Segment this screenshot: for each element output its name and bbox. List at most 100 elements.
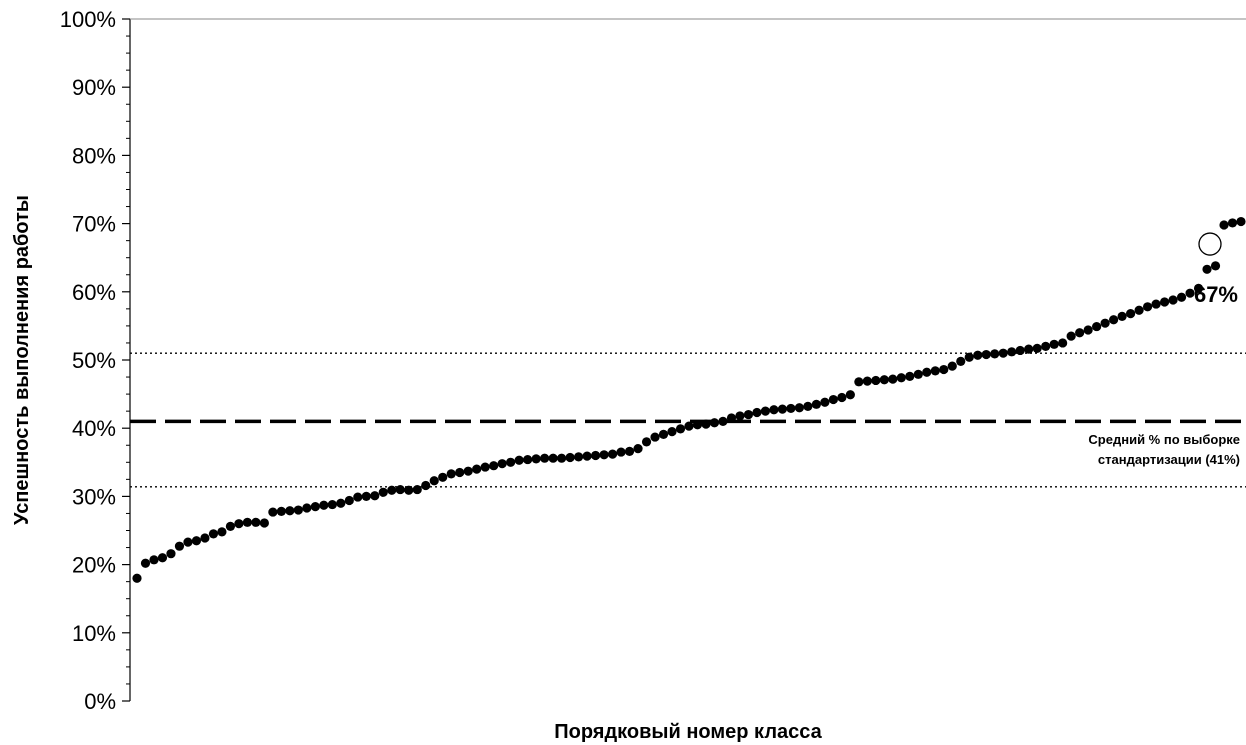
y-tick-label: 90% xyxy=(72,75,116,100)
data-point xyxy=(1185,288,1195,298)
data-point xyxy=(769,405,779,415)
data-point xyxy=(811,399,821,409)
data-point xyxy=(1041,341,1051,351)
data-point xyxy=(480,462,490,472)
data-point xyxy=(404,485,414,495)
data-point xyxy=(1117,311,1127,321)
data-point xyxy=(1049,339,1059,349)
data-point xyxy=(149,555,159,565)
y-tick-label: 80% xyxy=(72,143,116,168)
data-point xyxy=(1007,347,1017,357)
y-axis-title: Успешность выполнения работы xyxy=(11,195,33,525)
mean-label-line2: стандартизации (41%) xyxy=(1098,452,1240,467)
data-point xyxy=(650,432,660,442)
data-point xyxy=(633,444,643,454)
data-point xyxy=(854,377,864,387)
mean-label-line1: Средний % по выборке xyxy=(1088,432,1240,447)
y-tick-label: 100% xyxy=(60,7,116,32)
data-point xyxy=(905,371,915,381)
y-axis-ticks: 0% 10% 20% 30% 40% 50% 60% 70% 80% 90% 100% xyxy=(60,7,130,714)
data-point xyxy=(1058,338,1068,348)
data-point xyxy=(1092,321,1102,332)
data-point xyxy=(913,369,923,379)
data-point xyxy=(1236,216,1246,227)
highlight-circle-marker xyxy=(1198,232,1222,256)
data-point xyxy=(157,553,168,563)
y-tick-label: 10% xyxy=(72,621,116,646)
data-point xyxy=(455,467,465,478)
data-point xyxy=(200,533,210,543)
data-point xyxy=(438,472,448,482)
data-point xyxy=(183,537,193,547)
data-point xyxy=(1083,325,1093,335)
data-point xyxy=(658,429,669,439)
data-point xyxy=(1176,292,1187,302)
data-point xyxy=(217,527,227,537)
data-point xyxy=(1227,218,1238,228)
data-point xyxy=(837,392,847,403)
data-point xyxy=(896,373,906,383)
data-point xyxy=(888,374,898,384)
data-point xyxy=(557,453,567,463)
data-point xyxy=(1032,343,1042,354)
data-point xyxy=(336,498,346,508)
data-point xyxy=(132,573,142,583)
data-point xyxy=(794,403,805,413)
data-point xyxy=(828,394,838,405)
data-point xyxy=(956,356,966,366)
data-point xyxy=(293,505,303,515)
data-point xyxy=(421,480,431,491)
data-point xyxy=(166,549,176,559)
data-point xyxy=(990,349,1000,359)
data-point xyxy=(590,450,601,461)
data-point xyxy=(548,453,558,463)
data-point xyxy=(531,454,541,464)
data-point xyxy=(998,348,1008,358)
data-point xyxy=(718,416,728,426)
data-point xyxy=(743,409,754,420)
data-point xyxy=(268,507,278,517)
data-point xyxy=(667,427,677,437)
data-point xyxy=(242,517,252,527)
data-point xyxy=(370,491,380,501)
data-point xyxy=(922,367,932,377)
data-point xyxy=(786,403,796,414)
data-point xyxy=(302,503,312,513)
data-point xyxy=(1193,283,1204,293)
data-point xyxy=(1024,344,1034,354)
data-point xyxy=(259,518,269,528)
data-point xyxy=(429,476,439,486)
data-point xyxy=(726,413,737,423)
data-point xyxy=(803,401,813,411)
data-point xyxy=(616,447,626,457)
data-point xyxy=(540,453,550,463)
data-point xyxy=(310,502,320,512)
data-point xyxy=(353,492,363,502)
data-point xyxy=(140,558,151,568)
data-point xyxy=(361,491,371,501)
data-point xyxy=(344,495,354,506)
data-point xyxy=(446,469,456,479)
data-point xyxy=(1142,302,1153,312)
data-point xyxy=(1015,345,1025,356)
data-point xyxy=(735,411,745,421)
data-point xyxy=(191,536,202,546)
data-point xyxy=(327,499,337,510)
data-point xyxy=(1219,220,1229,230)
data-point xyxy=(879,375,889,385)
data-point xyxy=(225,521,236,532)
data-point xyxy=(463,466,473,476)
data-point xyxy=(1075,328,1085,338)
data-point xyxy=(947,361,957,371)
data-point xyxy=(777,404,788,414)
data-point xyxy=(489,461,499,471)
data-point xyxy=(1109,315,1119,325)
data-point xyxy=(387,485,397,495)
data-point xyxy=(641,437,652,447)
data-point xyxy=(514,455,524,465)
data-point xyxy=(607,449,618,459)
data-point xyxy=(1159,297,1170,307)
data-point xyxy=(964,352,974,362)
data-point xyxy=(319,500,329,510)
data-point xyxy=(871,375,881,386)
